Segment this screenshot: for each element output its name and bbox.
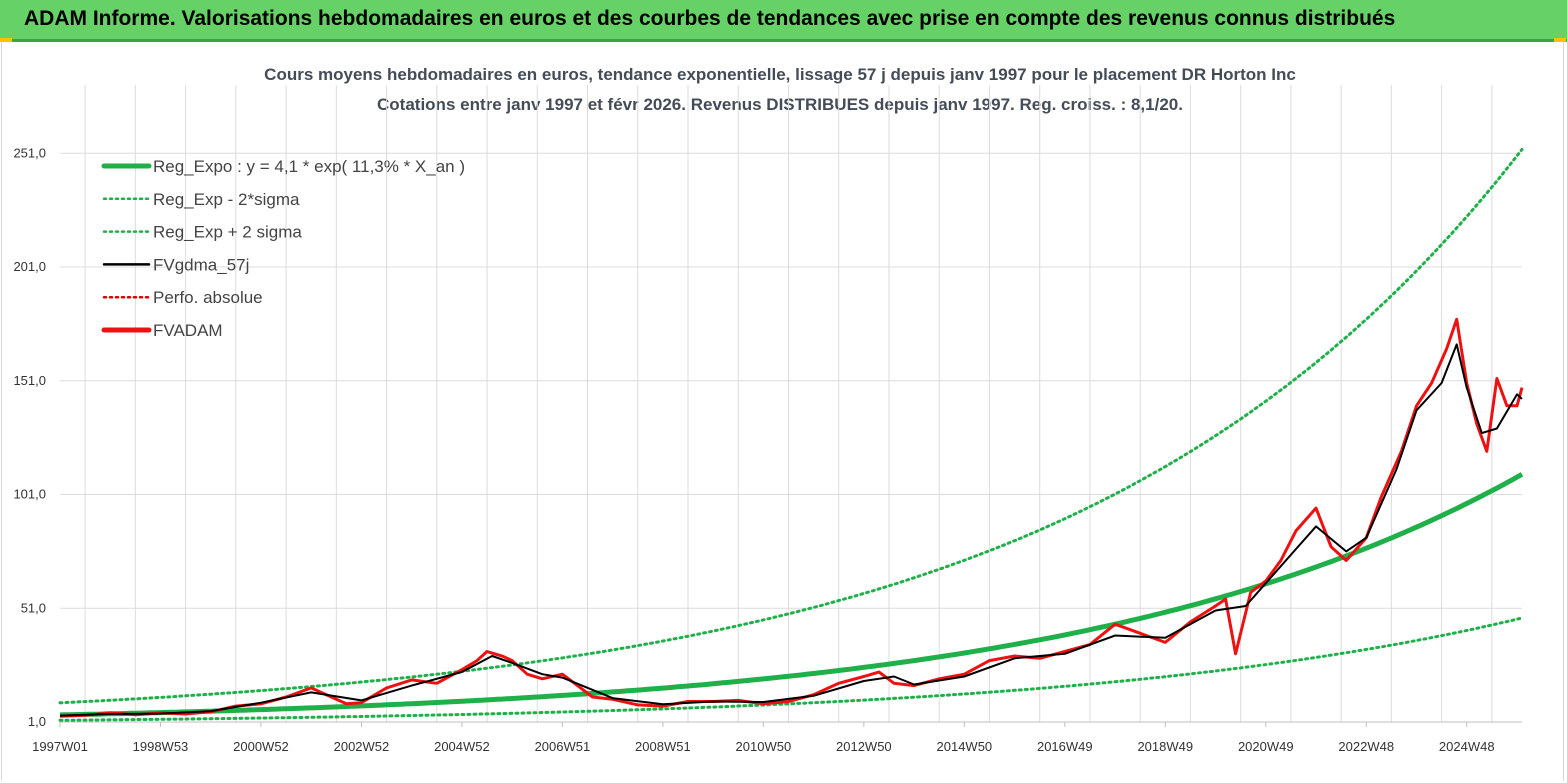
- series-reg-exp-plus-2sigma: [58, 147, 1524, 705]
- x-tick-label: 2010W50: [736, 739, 792, 754]
- x-tick-label: 2004W52: [434, 739, 490, 754]
- legend-label: Perfo. absolue: [153, 288, 263, 307]
- chart-frame: [1, 42, 1564, 781]
- report-banner: ADAM Informe. Valorisations hebdomadaire…: [0, 0, 1567, 42]
- series-reg-expo: [59, 472, 1524, 718]
- legend-label: Reg_Exp - 2*sigma: [153, 190, 300, 209]
- y-axis-ticks: 1,0 51,0 101,0 151,0 201,0 251,0: [13, 145, 46, 729]
- series-fvadam: [59, 317, 1524, 718]
- x-tick-label: 2006W51: [535, 739, 591, 754]
- x-tick-label: 2008W51: [635, 739, 691, 754]
- report-title: ADAM Informe. Valorisations hebdomadaire…: [24, 7, 1396, 30]
- x-tick-label: 2024W48: [1439, 739, 1495, 754]
- y-tick-label: 201,0: [13, 259, 46, 274]
- legend-label: Reg_Exp + 2 sigma: [153, 223, 302, 242]
- corner-marker-right: [1554, 38, 1566, 42]
- legend-label: Reg_Expo : y = 4,1 * exp( 11,3% * X_an ): [153, 157, 465, 176]
- corner-marker-left: [0, 38, 12, 42]
- series-reg-exp-minus-2sigma: [58, 616, 1524, 722]
- chart-title-line-1: Cours moyens hebdomadaires en euros, ten…: [264, 65, 1296, 84]
- x-tick-label: 2000W52: [233, 739, 289, 754]
- x-tick-label: 2002W52: [334, 739, 390, 754]
- legend-label: FVADAM: [153, 321, 223, 340]
- horizontal-gridlines: [60, 152, 1522, 723]
- chart-series: [58, 147, 1524, 722]
- x-tick-label: 1998W53: [133, 739, 189, 754]
- x-tick-label: 2014W50: [937, 739, 993, 754]
- x-tick-label: 2018W49: [1137, 739, 1193, 754]
- x-tick-label: 1997W01: [32, 739, 88, 754]
- vertical-gridlines: [84, 85, 1493, 722]
- x-tick-label: 2012W50: [836, 739, 892, 754]
- series-fvgdma-57j: [59, 343, 1523, 717]
- y-tick-label: 51,0: [21, 600, 46, 615]
- y-tick-label: 151,0: [13, 373, 46, 388]
- y-tick-label: 251,0: [13, 145, 46, 160]
- y-tick-label: 101,0: [13, 487, 46, 502]
- x-tick-label: 2022W48: [1338, 739, 1394, 754]
- x-axis-ticks: 1997W01 1998W53 2000W52 2002W52 2004W52 2006W…: [32, 721, 1522, 754]
- y-tick-label: 1,0: [28, 714, 46, 729]
- x-tick-label: 2020W49: [1238, 739, 1294, 754]
- legend-label: FVgdma_57j: [153, 255, 249, 274]
- chart-title-line-2: Cotations entre janv 1997 et févr 2026. …: [377, 95, 1183, 114]
- x-tick-label: 2016W49: [1037, 739, 1093, 754]
- chart-legend: Reg_Expo : y = 4,1 * exp( 11,3% * X_an )…: [101, 157, 465, 340]
